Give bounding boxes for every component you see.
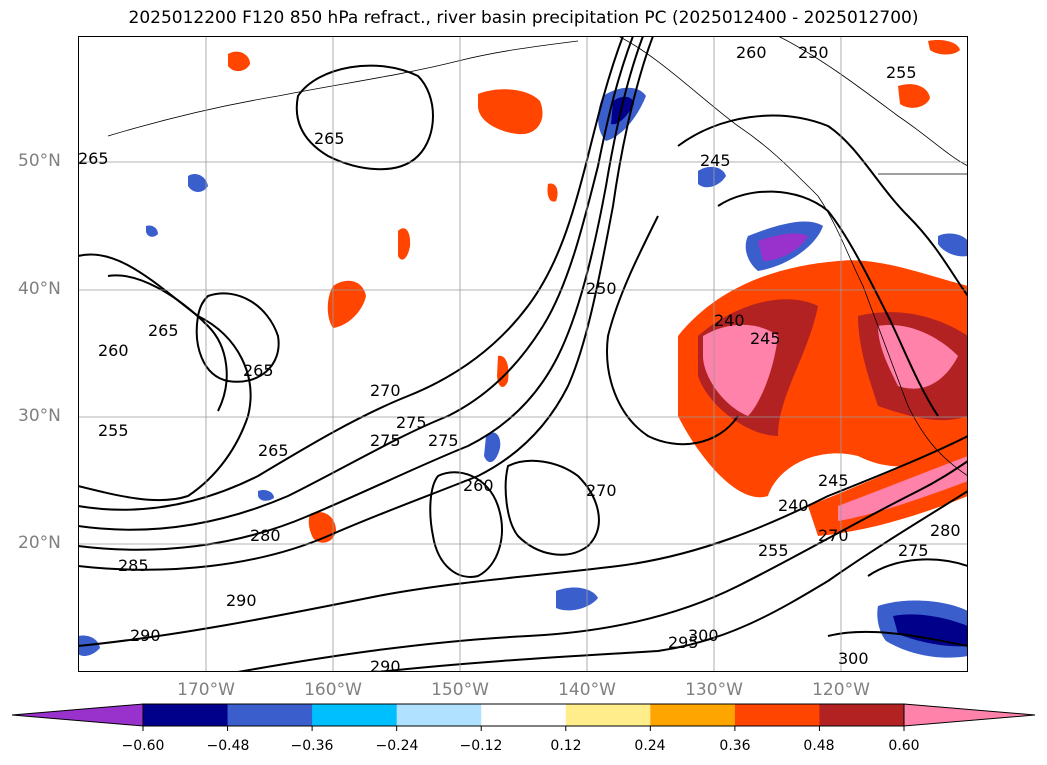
colorbar-tick-label: −0.60 (121, 738, 165, 754)
lon-label-120w: 120°W (812, 680, 870, 700)
contour-label: 290 (226, 591, 257, 610)
map-border (78, 36, 968, 672)
positive-anomaly-shading (228, 40, 968, 543)
contour-label: 255 (98, 421, 129, 440)
contour-label: 275 (428, 431, 459, 450)
coastlines (107, 36, 968, 477)
colorbar-segment (143, 704, 229, 726)
contour-label: 265 (258, 441, 289, 460)
lon-label-140w: 140°W (558, 680, 616, 700)
contour-label: 255 (758, 541, 789, 560)
lat-label-50n: 50°N (18, 151, 61, 171)
contour-label: 300 (688, 626, 719, 645)
colorbar-tick-label: −0.36 (290, 738, 334, 754)
contour-label: 275 (396, 413, 427, 432)
contour-label: 280 (250, 526, 281, 545)
contour-label: 265 (243, 361, 274, 380)
contour-label: 255 (886, 63, 917, 82)
contour-label: 240 (778, 496, 809, 515)
contour-label: 245 (818, 471, 849, 490)
contour-labels: 250 255 250 260 265 265 245 250 240 245 … (78, 43, 961, 672)
contour-label: 265 (78, 149, 109, 168)
lon-label-170w: 170°W (177, 680, 235, 700)
colorbar-extend-low (11, 703, 144, 727)
colorbar-segment (819, 704, 905, 726)
colorbar-segment (227, 704, 313, 726)
lon-label-130w: 130°W (685, 680, 743, 700)
contour-label: 245 (750, 329, 781, 348)
contour-label: 240 (714, 311, 745, 330)
lat-label-20n: 20°N (18, 533, 61, 553)
contour-label: 270 (586, 481, 617, 500)
contour-label: 300 (838, 649, 869, 668)
graticule (78, 36, 968, 672)
colorbar-tick-label: −0.24 (375, 738, 419, 754)
refractivity-contours (78, 36, 968, 672)
colorbar (11, 703, 1036, 731)
lat-label-30n: 30°N (18, 406, 61, 426)
contour-label: 270 (818, 526, 849, 545)
map-title: 2025012200 F120 850 hPa refract., river … (128, 8, 919, 28)
colorbar-segment (481, 704, 567, 726)
colorbar-tick-label: 0.12 (550, 738, 582, 754)
contour-label: 260 (98, 341, 129, 360)
colorbar-tick-label: 0.36 (719, 738, 751, 754)
contour-label: 245 (700, 151, 731, 170)
colorbar-segment (650, 704, 736, 726)
contour-label: 270 (370, 381, 401, 400)
contour-label: 265 (314, 129, 345, 148)
colorbar-tick-label: −0.48 (206, 738, 250, 754)
colorbar-tick-label: 0.24 (634, 738, 666, 754)
negative-anomaly-shading (78, 87, 968, 658)
colorbar-segment (396, 704, 482, 726)
contour-label: 275 (370, 431, 401, 450)
colorbar-segment (565, 704, 651, 726)
contour-label: 290 (130, 626, 161, 645)
map-panel: 250 255 250 260 265 265 245 250 240 245 … (78, 36, 968, 672)
lon-label-150w: 150°W (431, 680, 489, 700)
contour-label: 260 (736, 43, 767, 62)
contour-label: 265 (148, 321, 179, 340)
lon-label-160w: 160°W (304, 680, 362, 700)
colorbar-tick-label: 0.60 (888, 738, 920, 754)
colorbar-segment (734, 704, 820, 726)
contour-label: 275 (898, 541, 929, 560)
lat-label-40n: 40°N (18, 279, 61, 299)
colorbar-extend-high (903, 703, 1036, 727)
colorbar-tick-label: 0.48 (803, 738, 835, 754)
contour-label: 250 (798, 43, 829, 62)
colorbar-segment (312, 704, 398, 726)
colorbar-tick-label: −0.12 (459, 738, 503, 754)
contour-label: 295 (668, 633, 699, 652)
contour-label: 260 (463, 476, 494, 495)
contour-label: 290 (370, 657, 401, 672)
contour-label: 285 (118, 556, 149, 575)
contour-label: 280 (930, 521, 961, 540)
contour-label: 250 (586, 279, 617, 298)
